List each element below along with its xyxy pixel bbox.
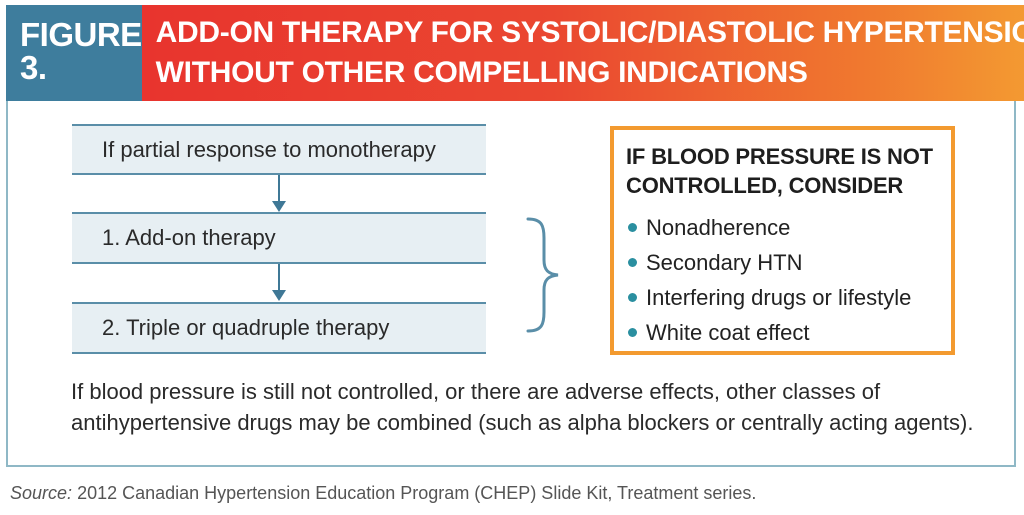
flow-step-label: 1. Add-on therapy [102,225,276,250]
figure-title-line-2: WITHOUT OTHER COMPELLING INDICATIONS [155,56,808,89]
note-text: If blood pressure is still not controlle… [71,376,1001,438]
flow-step-triple-quadruple: 2. Triple or quadruple therapy [72,302,486,354]
flow-arrow-down-2 [272,264,286,302]
source-citation: Source: 2012 Canadian Hypertension Educa… [10,482,756,504]
list-item: Nonadherence [626,210,951,245]
list-item: White coat effect [626,315,951,350]
flow-step-label: 2. Triple or quadruple therapy [102,315,390,340]
bullet-icon [628,293,637,302]
arrow-shaft [278,264,280,292]
consider-title: IF BLOOD PRESSURE IS NOT CONTROLLED, CON… [626,142,951,200]
consider-list: Nonadherence Secondary HTN Interfering d… [626,210,951,350]
list-item-text: Interfering drugs or lifestyle [646,285,912,310]
flow-step-label: If partial response to monotherapy [102,136,436,162]
flow-step-partial-response: If partial response to monotherapy [72,124,486,175]
consider-box: IF BLOOD PRESSURE IS NOT CONTROLLED, CON… [610,126,955,355]
list-item-text: Secondary HTN [646,250,803,275]
arrow-shaft [278,175,280,203]
list-item: Interfering drugs or lifestyle [626,280,951,315]
flow-step-add-on-therapy: 1. Add-on therapy [72,212,486,264]
curly-brace-icon [526,217,559,333]
source-text: 2012 Canadian Hypertension Education Pro… [77,483,757,503]
figure-title-line-1: ADD-ON THERAPY FOR SYSTOLIC/DIASTOLIC HY… [155,16,1024,49]
list-item-text: Nonadherence [646,215,791,240]
figure-label: FIGURE 3. [6,5,142,101]
figure-title: ADD-ON THERAPY FOR SYSTOLIC/DIASTOLIC HY… [141,5,1024,101]
consider-title-line-2: CONTROLLED, CONSIDER [626,173,904,198]
flow-arrow-down-1 [272,175,286,213]
arrow-down-icon [272,290,286,301]
consider-title-line-1: IF BLOOD PRESSURE IS NOT [626,144,933,169]
figure-header: FIGURE 3. ADD-ON THERAPY FOR SYSTOLIC/DI… [6,5,1024,101]
note-line-2: antihypertensive drugs may be combined (… [71,410,974,435]
bullet-icon [628,328,637,337]
note-line-1: If blood pressure is still not controlle… [71,379,881,404]
list-item: Secondary HTN [626,245,951,280]
bullet-icon [628,258,637,267]
bullet-icon [628,223,637,232]
list-item-text: White coat effect [646,320,810,345]
arrow-down-icon [272,201,286,212]
source-label: Source: [10,483,73,503]
